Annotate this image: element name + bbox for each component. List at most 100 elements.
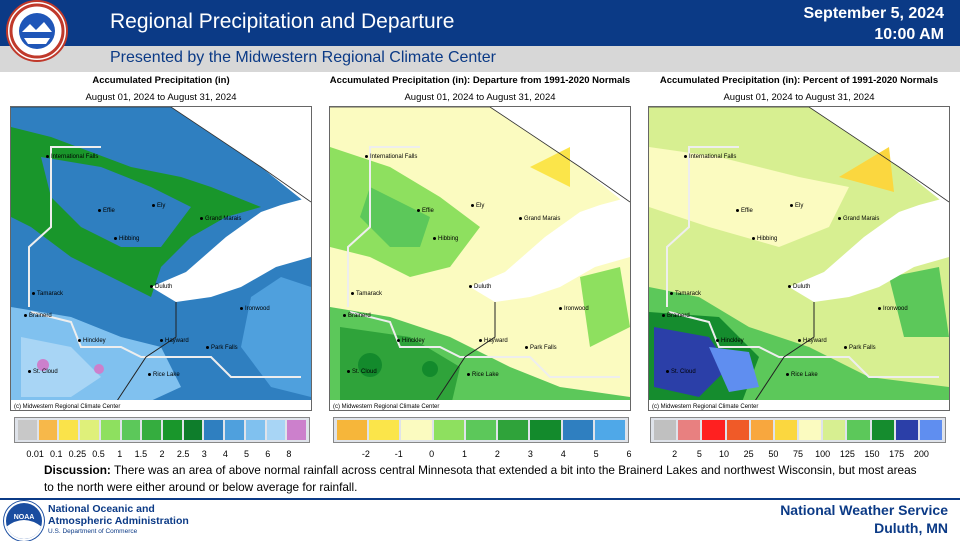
nws-office-line2: Duluth, MN	[874, 520, 948, 536]
city-dot-icon	[844, 345, 847, 349]
city-dot-icon	[78, 338, 81, 342]
city-label: Hayward	[479, 338, 508, 344]
city-name: Ironwood	[245, 306, 270, 312]
city-name: Hinckley	[83, 338, 106, 344]
legend-swatch	[337, 420, 368, 440]
legend-label: 200	[913, 449, 929, 459]
legend-swatch	[401, 420, 432, 440]
legend-precip-colors	[14, 417, 310, 443]
legend-swatch	[245, 420, 265, 440]
legend-label: 8	[286, 449, 292, 459]
map-percent-of-normal: (c) Midwestern Regional Climate Center	[648, 106, 950, 411]
city-label: Grand Marais	[838, 216, 879, 222]
city-label: Effie	[98, 208, 115, 214]
city-name: Ironwood	[564, 306, 589, 312]
legend-swatch	[726, 420, 749, 440]
legend-departure-labels: -2 -1 0 1 2 3 4 5 6	[333, 449, 632, 461]
panel-2-date: August 01, 2024 to August 31, 2024	[404, 92, 556, 103]
city-name: Tamarack	[356, 291, 383, 297]
legend-departure-colors	[333, 417, 629, 443]
legend-percent-labels: 2 5 10 25 50 75 100 125 150 175 200	[650, 449, 946, 461]
city-label: Brainerd	[24, 313, 52, 319]
city-name: Grand Marais	[205, 216, 242, 222]
map-accumulated-precipitation: (c) Midwestern Regional Climate Center	[10, 106, 312, 411]
legend-label: 2	[159, 449, 165, 459]
city-dot-icon	[786, 372, 789, 376]
city-dot-icon	[798, 338, 801, 342]
city-dot-icon	[736, 208, 739, 212]
city-label: Hayward	[798, 338, 827, 344]
city-name: International Falls	[689, 154, 737, 160]
city-label: Rice Lake	[148, 372, 180, 378]
legend-swatch	[847, 420, 870, 440]
city-name: Hayward	[484, 338, 508, 344]
city-name: Park Falls	[530, 345, 557, 351]
city-label: Ironwood	[240, 306, 270, 312]
city-dot-icon	[662, 313, 665, 317]
city-name: Ely	[795, 203, 804, 209]
legend-label: 2	[494, 449, 500, 459]
city-name: Hayward	[803, 338, 827, 344]
city-label: Ely	[152, 203, 165, 209]
city-label: Grand Marais	[519, 216, 560, 222]
city-name: Ironwood	[883, 306, 908, 312]
city-dot-icon	[790, 203, 793, 207]
noaa-logo-icon: NOAA	[4, 501, 44, 541]
city-name: Ely	[476, 203, 485, 209]
legend-label: 175	[889, 449, 905, 459]
city-name: Hinckley	[721, 338, 744, 344]
city-dot-icon	[788, 284, 791, 288]
legend-swatch	[871, 420, 894, 440]
legend-percent-colors	[650, 417, 946, 443]
city-label: Ironwood	[559, 306, 589, 312]
legend-label: 100	[815, 449, 831, 459]
city-label: Hinckley	[78, 338, 106, 344]
legend-swatch	[100, 420, 120, 440]
legend-swatch	[38, 420, 58, 440]
legend-swatch	[774, 420, 798, 440]
legend-swatch	[59, 420, 79, 440]
legend-swatch	[142, 420, 162, 440]
legend-swatch	[750, 420, 773, 440]
city-name: Effie	[741, 208, 753, 214]
city-dot-icon	[716, 338, 719, 342]
city-dot-icon	[200, 216, 203, 220]
legend-label: 6	[265, 449, 271, 459]
legend-swatch	[799, 420, 822, 440]
legend-label: 2	[672, 449, 678, 459]
city-name: Rice Lake	[472, 372, 499, 378]
legend-swatch	[163, 420, 182, 440]
subtitle: Presented by the Midwestern Regional Cli…	[110, 49, 496, 66]
city-name: Duluth	[474, 284, 492, 290]
city-label: St. Cloud	[28, 369, 58, 375]
city-name: Duluth	[793, 284, 811, 290]
city-label: Effie	[417, 208, 434, 214]
city-label: Hibbing	[114, 236, 139, 242]
city-dot-icon	[98, 208, 101, 212]
city-label: International Falls	[46, 154, 98, 160]
footer-divider	[0, 498, 960, 500]
city-name: Hayward	[165, 338, 189, 344]
legend-label: 0.01	[26, 449, 44, 459]
city-name: International Falls	[370, 154, 418, 160]
city-label: Hibbing	[752, 236, 777, 242]
discussion-body: There was an area of above normal rainfa…	[44, 463, 917, 494]
panel-1-title: Accumulated Precipitation (in)	[92, 75, 230, 86]
legend-label: 75	[792, 449, 804, 459]
legend-swatch	[702, 420, 725, 440]
legend-label: 3	[201, 449, 207, 459]
city-label: Effie	[736, 208, 753, 214]
city-name: Rice Lake	[791, 372, 818, 378]
city-label: International Falls	[365, 154, 417, 160]
city-dot-icon	[666, 369, 669, 373]
city-name: Ely	[157, 203, 166, 209]
city-label: Ely	[790, 203, 803, 209]
city-name: Tamarack	[37, 291, 64, 297]
noaa-name-line1: National Oceanic and	[48, 503, 155, 515]
city-name: Hinckley	[402, 338, 425, 344]
legend-swatch	[465, 420, 497, 440]
city-label: Hibbing	[433, 236, 458, 242]
city-dot-icon	[150, 284, 153, 288]
city-name: Park Falls	[211, 345, 238, 351]
city-dot-icon	[519, 216, 522, 220]
